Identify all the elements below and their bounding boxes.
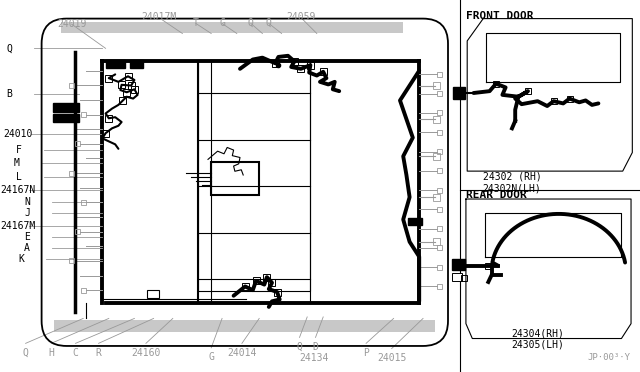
- Text: Q: Q: [266, 18, 272, 28]
- Bar: [75, 229, 80, 234]
- Text: 24059: 24059: [286, 12, 316, 22]
- Text: F: F: [16, 145, 22, 155]
- Text: 24160: 24160: [131, 348, 161, 357]
- Bar: [68, 83, 74, 88]
- Bar: [264, 274, 270, 280]
- Bar: [53, 103, 79, 112]
- Bar: [272, 60, 278, 67]
- Bar: [437, 187, 442, 193]
- Bar: [54, 320, 435, 332]
- Bar: [408, 218, 422, 225]
- Bar: [453, 87, 465, 99]
- Text: L: L: [16, 172, 22, 182]
- Bar: [433, 194, 440, 201]
- Text: 24010: 24010: [3, 129, 33, 139]
- Bar: [242, 283, 248, 290]
- Bar: [124, 89, 130, 96]
- Text: FRONT DOOR: FRONT DOOR: [466, 11, 533, 21]
- Text: G: G: [219, 18, 225, 28]
- Text: Q: Q: [248, 18, 254, 28]
- Bar: [550, 98, 557, 104]
- Bar: [485, 263, 492, 269]
- Bar: [437, 264, 442, 270]
- Bar: [493, 81, 499, 87]
- Bar: [437, 72, 442, 77]
- Bar: [106, 115, 112, 122]
- Bar: [433, 116, 440, 122]
- Bar: [437, 130, 442, 135]
- Bar: [307, 62, 314, 68]
- Bar: [274, 289, 280, 295]
- Text: Q: Q: [22, 348, 29, 357]
- Bar: [437, 226, 442, 231]
- Bar: [147, 290, 159, 298]
- Bar: [437, 91, 442, 96]
- Bar: [120, 97, 126, 104]
- Bar: [298, 65, 304, 72]
- Bar: [437, 149, 442, 154]
- Bar: [61, 22, 403, 33]
- Bar: [68, 259, 74, 263]
- Bar: [433, 82, 440, 89]
- Text: M: M: [14, 158, 20, 168]
- Bar: [437, 110, 442, 115]
- Bar: [291, 58, 298, 65]
- Bar: [437, 168, 442, 173]
- Bar: [75, 141, 80, 146]
- Bar: [566, 96, 573, 102]
- Bar: [437, 284, 442, 289]
- Bar: [525, 88, 531, 94]
- Bar: [106, 60, 125, 68]
- Text: R: R: [95, 348, 102, 357]
- Bar: [130, 60, 143, 68]
- Text: 24134: 24134: [299, 353, 328, 363]
- Bar: [106, 75, 112, 81]
- Bar: [253, 278, 259, 284]
- Text: B: B: [6, 89, 12, 99]
- Text: REAR DOOR: REAR DOOR: [466, 190, 527, 200]
- Bar: [125, 73, 131, 80]
- Bar: [81, 112, 86, 117]
- Bar: [452, 273, 462, 281]
- Bar: [131, 86, 138, 93]
- Bar: [81, 288, 86, 293]
- Bar: [437, 207, 442, 212]
- Text: 24302 (RH)
24302N(LH): 24302 (RH) 24302N(LH): [483, 172, 541, 193]
- Bar: [433, 238, 440, 245]
- Text: K: K: [18, 254, 24, 264]
- Text: T: T: [193, 18, 199, 28]
- Text: J: J: [24, 208, 30, 218]
- Bar: [320, 68, 326, 75]
- Text: 24304(RH)
24305(LH): 24304(RH) 24305(LH): [511, 328, 564, 350]
- Text: 24019: 24019: [57, 19, 86, 29]
- Bar: [81, 200, 86, 205]
- Text: C: C: [72, 348, 79, 357]
- Bar: [452, 259, 465, 270]
- Text: G: G: [208, 352, 214, 362]
- Text: D: D: [312, 342, 319, 352]
- Text: JP·00³·Y: JP·00³·Y: [588, 353, 630, 362]
- Text: A: A: [24, 243, 30, 253]
- Bar: [211, 162, 259, 195]
- Text: H: H: [48, 348, 54, 357]
- Text: 24017M: 24017M: [141, 12, 177, 22]
- Text: 24167M: 24167M: [1, 221, 36, 231]
- Text: 24015: 24015: [377, 353, 406, 363]
- Bar: [461, 275, 467, 281]
- Bar: [128, 82, 134, 89]
- Text: Q: Q: [6, 44, 12, 53]
- Bar: [437, 246, 442, 250]
- Text: N: N: [24, 197, 30, 206]
- Bar: [102, 130, 109, 137]
- Bar: [269, 279, 275, 286]
- Text: E: E: [24, 232, 30, 242]
- Bar: [68, 171, 74, 176]
- Text: P: P: [363, 348, 369, 357]
- Bar: [53, 114, 79, 122]
- Bar: [118, 81, 125, 88]
- Text: Q: Q: [296, 342, 303, 352]
- Text: 24167N: 24167N: [1, 186, 36, 195]
- Bar: [433, 153, 440, 160]
- Text: 24014: 24014: [227, 348, 257, 357]
